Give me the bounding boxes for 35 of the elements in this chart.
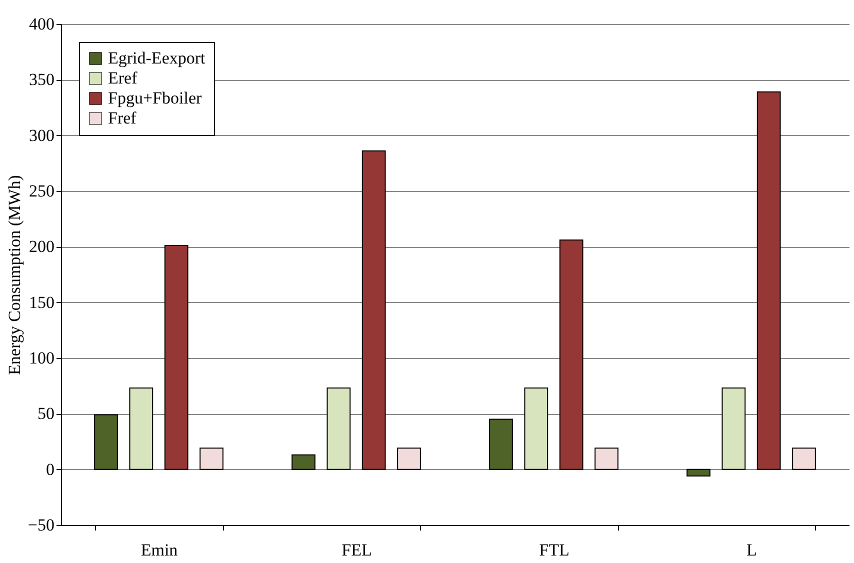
y-tick-label: 50 bbox=[38, 404, 54, 424]
legend-label: Fpgu+Fboiler bbox=[108, 88, 202, 108]
y-tick-label: 0 bbox=[46, 460, 54, 479]
y-tick-label: 400 bbox=[29, 14, 54, 34]
bar bbox=[200, 448, 224, 470]
y-tick-label: 100 bbox=[29, 348, 54, 368]
bar bbox=[94, 414, 118, 470]
bar bbox=[524, 388, 548, 470]
bar bbox=[594, 448, 618, 470]
y-tick-label: −50 bbox=[28, 516, 54, 534]
bar bbox=[362, 150, 386, 470]
legend-label: Fref bbox=[108, 108, 137, 128]
x-tick-label: L bbox=[746, 540, 757, 560]
legend-label: Eref bbox=[108, 68, 138, 88]
y-axis-title: Energy Consumption (MWh) bbox=[4, 175, 24, 375]
bar bbox=[686, 468, 710, 477]
x-tick-label: FEL bbox=[342, 540, 372, 560]
y-tick-label: 350 bbox=[29, 70, 54, 90]
bar bbox=[397, 448, 421, 470]
y-tick-label: 300 bbox=[29, 126, 54, 145]
y-tick-label: 250 bbox=[29, 182, 54, 200]
bar bbox=[756, 91, 781, 470]
legend-label: Egrid-Eexport bbox=[108, 48, 206, 68]
bar bbox=[164, 245, 188, 470]
bar bbox=[559, 239, 584, 470]
x-tick-label: FTL bbox=[539, 540, 570, 560]
bar bbox=[129, 388, 154, 470]
y-tick-label: 150 bbox=[29, 292, 54, 312]
y-tick-label: 200 bbox=[29, 237, 54, 256]
bar bbox=[326, 388, 351, 470]
x-tick-label: Emin bbox=[140, 540, 178, 560]
bar bbox=[292, 454, 316, 470]
bar bbox=[722, 388, 746, 470]
bar bbox=[489, 418, 513, 470]
bar bbox=[792, 448, 816, 470]
